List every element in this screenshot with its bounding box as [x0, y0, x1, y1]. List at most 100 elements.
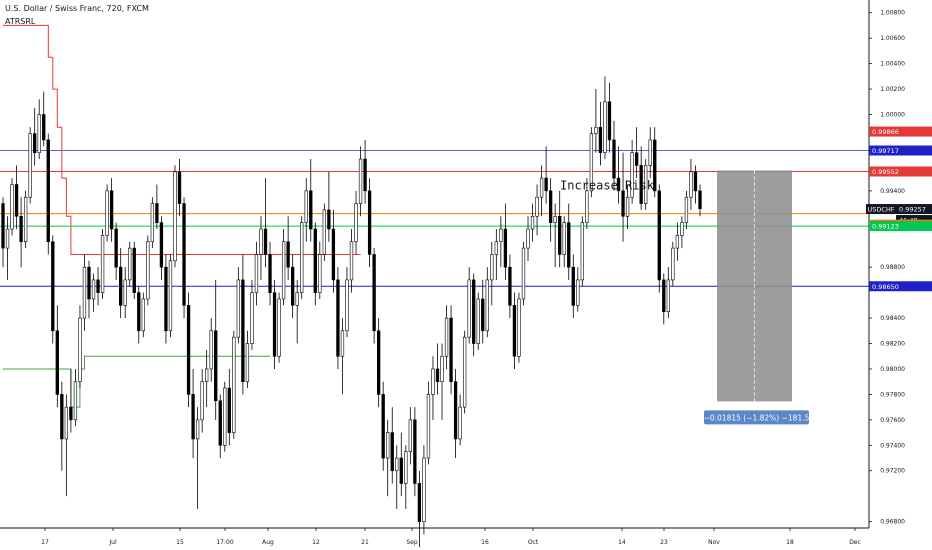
candle — [69, 406, 73, 421]
candle — [476, 298, 480, 344]
candle — [37, 114, 41, 153]
time-tick-label: Oct — [528, 539, 539, 546]
candle — [200, 381, 204, 421]
candle — [322, 209, 327, 255]
candle — [259, 228, 263, 255]
candle — [164, 266, 168, 332]
time-axis[interactable]: 17 Jul 15 17:00 Aug 12 21 Sep 16 Oct 14 23 Nov 18 Dec — [0, 527, 869, 546]
candle — [648, 139, 652, 166]
candle — [499, 228, 503, 243]
price-tick-label: 1.00200 — [880, 86, 905, 93]
increase-risk-annotation[interactable]: Increase Risk — [560, 179, 655, 193]
candle — [336, 279, 340, 357]
price-axis-bg — [869, 0, 932, 550]
candle — [494, 241, 498, 255]
price-tag[interactable] — [869, 126, 932, 137]
price-tick-label: 0.98400 — [880, 315, 905, 322]
candle — [490, 254, 494, 281]
candle — [182, 203, 186, 306]
candle — [42, 114, 46, 141]
candle — [214, 330, 218, 402]
atr-lower-line — [3, 355, 270, 408]
price-tag[interactable] — [896, 204, 932, 215]
candle — [535, 196, 539, 217]
price-tag[interactable] — [869, 145, 932, 156]
candle — [137, 292, 141, 332]
candle — [46, 139, 50, 243]
candle — [372, 254, 376, 332]
candle — [435, 368, 440, 382]
time-tick-label: Jul — [108, 539, 117, 546]
candle — [653, 139, 657, 192]
candle — [64, 406, 69, 440]
candle — [227, 387, 231, 433]
price-tick-label: 0.98800 — [880, 264, 905, 271]
price-tag[interactable] — [869, 281, 932, 292]
candle — [128, 247, 132, 281]
candle — [51, 241, 55, 332]
candle — [503, 228, 508, 268]
price-tick-label: 0.98200 — [880, 341, 905, 348]
candle — [331, 228, 336, 281]
candle — [553, 215, 557, 223]
candle — [634, 152, 639, 166]
measure-tool[interactable]: −0.01815 (−1.82%) −181.5 — [704, 170, 810, 425]
candle — [1, 203, 5, 249]
candle — [141, 298, 145, 332]
candle — [426, 394, 431, 459]
candle — [313, 228, 317, 293]
candle — [467, 279, 471, 338]
candle — [91, 279, 96, 300]
candle — [5, 228, 10, 249]
candle — [558, 215, 562, 255]
symbol-tag[interactable] — [866, 204, 896, 215]
time-tick-label: 14 — [618, 539, 626, 546]
indicator-label[interactable]: ATRSRL — [5, 17, 36, 26]
candle — [548, 190, 553, 223]
candle — [684, 196, 689, 223]
candle — [295, 292, 299, 306]
candle — [195, 419, 200, 440]
candle — [462, 336, 467, 408]
price-tick-label: 0.98000 — [880, 366, 905, 373]
candle — [218, 400, 222, 446]
price-tag-label: 0.99866 — [872, 128, 899, 136]
candle — [28, 133, 32, 198]
price-tick-label: 0.97800 — [880, 391, 905, 398]
candle — [517, 298, 521, 357]
candle — [449, 317, 453, 382]
candle — [55, 330, 59, 395]
time-tick-label: 15 — [176, 539, 184, 546]
atr-upper-line — [3, 24, 361, 255]
measure-label-box[interactable] — [704, 410, 809, 425]
candle — [580, 222, 584, 281]
candle — [639, 165, 643, 204]
candle — [680, 222, 684, 236]
price-tick-label: 0.96800 — [880, 519, 905, 526]
candle — [381, 394, 385, 459]
symbol-tag-label: USDCHF — [867, 206, 894, 214]
price-tag[interactable] — [869, 221, 932, 232]
price-tick-label: 0.97600 — [880, 417, 905, 424]
candle — [132, 247, 136, 293]
price-tag[interactable] — [869, 166, 932, 177]
candle — [191, 394, 195, 440]
time-tick-label: 17:00 — [216, 539, 233, 546]
candle — [399, 457, 403, 484]
candle — [223, 387, 227, 446]
candle — [105, 190, 109, 236]
candle — [23, 196, 28, 243]
candle — [60, 394, 64, 440]
candle — [666, 279, 670, 313]
price-tag-label: 0.99717 — [872, 147, 899, 155]
horizontal-lines[interactable] — [0, 150, 869, 287]
candle — [82, 266, 87, 319]
candle — [458, 406, 462, 440]
candle — [390, 432, 394, 472]
candle — [96, 279, 100, 293]
price-tick-label: 0.97400 — [880, 442, 905, 449]
annotations[interactable]: Increase Risk — [560, 179, 655, 193]
candle — [109, 190, 114, 230]
price-axis[interactable]: 1.00800 1.00600 1.00400 1.00200 1.00000 0.994… — [866, 0, 932, 550]
